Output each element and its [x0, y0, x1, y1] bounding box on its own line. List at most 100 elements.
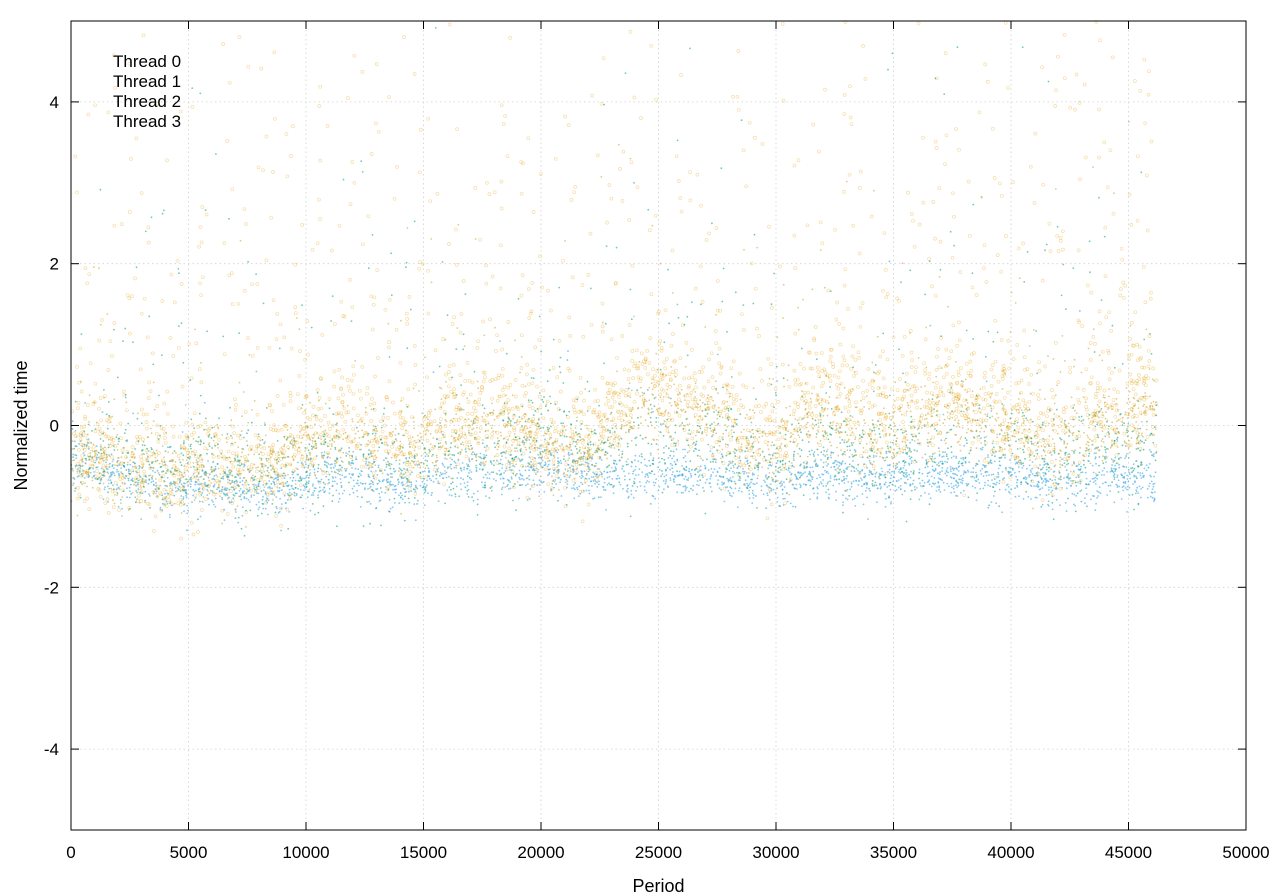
- data-point: [982, 375, 987, 380]
- data-point: [742, 470, 744, 473]
- data-point: [1149, 139, 1154, 144]
- data-point: [961, 464, 964, 467]
- data-point: [442, 434, 447, 439]
- data-point: [1070, 480, 1072, 482]
- data-point: [1153, 453, 1155, 455]
- data-point: [586, 439, 591, 443]
- data-point: [446, 467, 449, 470]
- data-point: [764, 481, 767, 483]
- data-point: [878, 354, 883, 359]
- data-point: [654, 497, 657, 500]
- data-point: [196, 464, 201, 469]
- data-point: [1154, 378, 1159, 383]
- data-point: [687, 477, 690, 479]
- data-point: [930, 410, 935, 414]
- data-point: [457, 472, 460, 474]
- data-point: [883, 483, 886, 486]
- data-point: [617, 474, 619, 477]
- data-point: [375, 470, 377, 472]
- data-point: [768, 498, 771, 501]
- data-point: [731, 397, 736, 401]
- data-point: [269, 447, 274, 452]
- data-point: [632, 472, 634, 475]
- data-point: [282, 483, 287, 488]
- data-point: [612, 486, 614, 489]
- data-point: [1091, 335, 1096, 339]
- data-point: [1118, 463, 1121, 466]
- data-point: [306, 496, 309, 499]
- data-point: [416, 499, 419, 502]
- data-point: [846, 466, 849, 469]
- data-point: [694, 473, 697, 476]
- data-point: [993, 460, 996, 463]
- data-point: [414, 519, 417, 522]
- data-point: [530, 460, 532, 463]
- data-point: [319, 418, 323, 423]
- data-point: [463, 482, 466, 484]
- data-point: [633, 361, 638, 366]
- data-point: [487, 192, 492, 196]
- data-point: [553, 486, 555, 489]
- data-point: [868, 469, 871, 472]
- data-point: [221, 490, 223, 493]
- data-point: [802, 366, 806, 371]
- data-point: [198, 423, 203, 428]
- data-point: [228, 488, 231, 491]
- data-point: [685, 478, 688, 481]
- data-point: [903, 412, 908, 417]
- data-point: [506, 320, 511, 324]
- data-point: [1137, 471, 1139, 474]
- data-point: [987, 506, 990, 509]
- data-point: [697, 407, 701, 411]
- data-point: [912, 425, 916, 430]
- data-point: [1088, 381, 1092, 386]
- data-point: [902, 435, 907, 440]
- data-point: [924, 453, 927, 456]
- data-point: [902, 438, 907, 442]
- data-point: [381, 415, 386, 420]
- data-point: [669, 468, 671, 471]
- data-point: [561, 258, 565, 263]
- data-point: [717, 449, 721, 454]
- data-point: [423, 470, 426, 472]
- data-point: [420, 261, 425, 266]
- data-point: [89, 471, 92, 474]
- data-point: [345, 452, 347, 454]
- data-point: [97, 488, 102, 492]
- data-point: [485, 495, 487, 497]
- data-point: [1135, 460, 1138, 462]
- data-point: [1116, 474, 1119, 477]
- data-point: [761, 430, 766, 434]
- data-point: [577, 495, 580, 497]
- data-point: [99, 445, 102, 448]
- data-point: [470, 471, 473, 473]
- data-point: [495, 479, 497, 482]
- data-point: [726, 486, 729, 488]
- data-point: [309, 509, 312, 512]
- data-point: [985, 380, 988, 383]
- data-point: [1078, 463, 1080, 466]
- data-point: [513, 465, 516, 468]
- data-point: [1083, 497, 1086, 499]
- data-point: [259, 66, 264, 71]
- data-point: [1002, 395, 1007, 400]
- data-point: [601, 435, 606, 439]
- data-point: [700, 369, 704, 374]
- data-point: [987, 479, 989, 482]
- data-point: [309, 425, 314, 430]
- data-point: [585, 477, 588, 480]
- data-point: [1094, 392, 1098, 396]
- data-point: [438, 406, 443, 410]
- data-point: [822, 453, 825, 456]
- data-point: [661, 388, 666, 393]
- data-point: [962, 458, 965, 461]
- data-point: [606, 398, 611, 403]
- data-point: [1121, 295, 1126, 300]
- data-point: [417, 445, 422, 450]
- data-point: [660, 398, 665, 403]
- data-point: [762, 404, 766, 409]
- data-point: [499, 340, 501, 342]
- data-point: [587, 484, 590, 487]
- data-point: [546, 482, 551, 487]
- data-point: [318, 158, 323, 163]
